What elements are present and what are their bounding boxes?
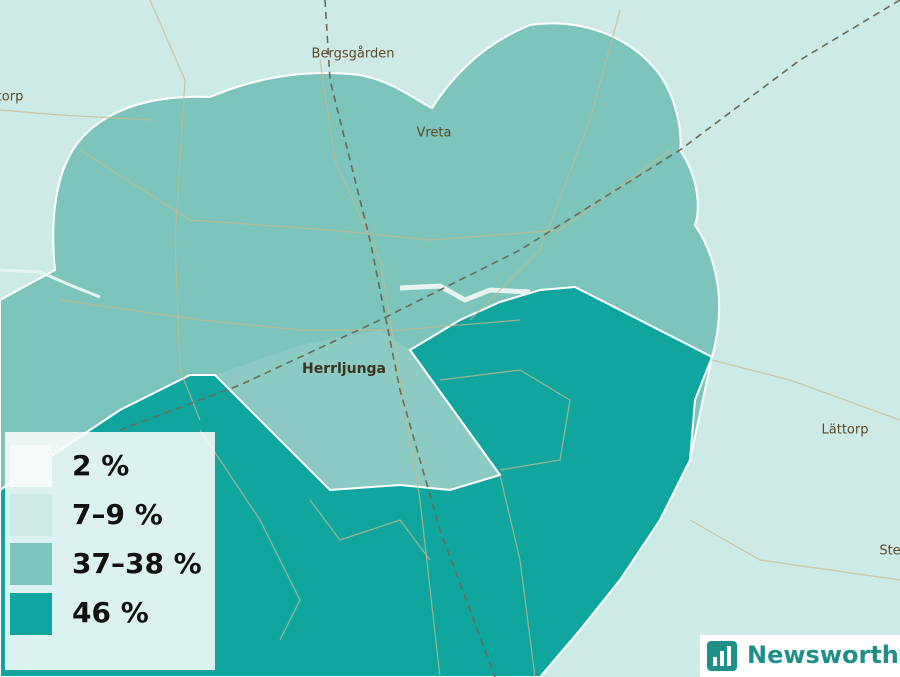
legend-swatch [10,494,52,536]
river [0,268,101,299]
railway [324,0,496,677]
legend-label: 46 % [72,596,149,629]
place-label: Bergsgården [312,47,395,62]
legend-swatch [10,445,52,487]
river [399,283,531,303]
place-label: Lättorp [822,423,869,438]
logo-icon-bar [713,657,717,666]
logo-text: Newsworthy [747,641,900,669]
legend-label: 7–9 % [72,498,163,531]
legend-label: 37–38 % [72,547,202,580]
town-overlay [215,330,500,490]
place-label: Vreta [416,126,451,141]
legend-swatch [10,543,52,585]
place-label: Ste [879,544,900,559]
logo: Newsworthy [700,635,900,677]
logo-icon-bar [727,646,731,666]
place-label: Herrljunga [302,361,386,377]
legend: 2 % 7–9 % 37–38 % 46 % [5,432,215,670]
legend-swatch [10,593,52,635]
logo-icon-bar [720,651,724,666]
legend-label: 2 % [72,449,129,482]
place-label: torp [0,90,23,105]
